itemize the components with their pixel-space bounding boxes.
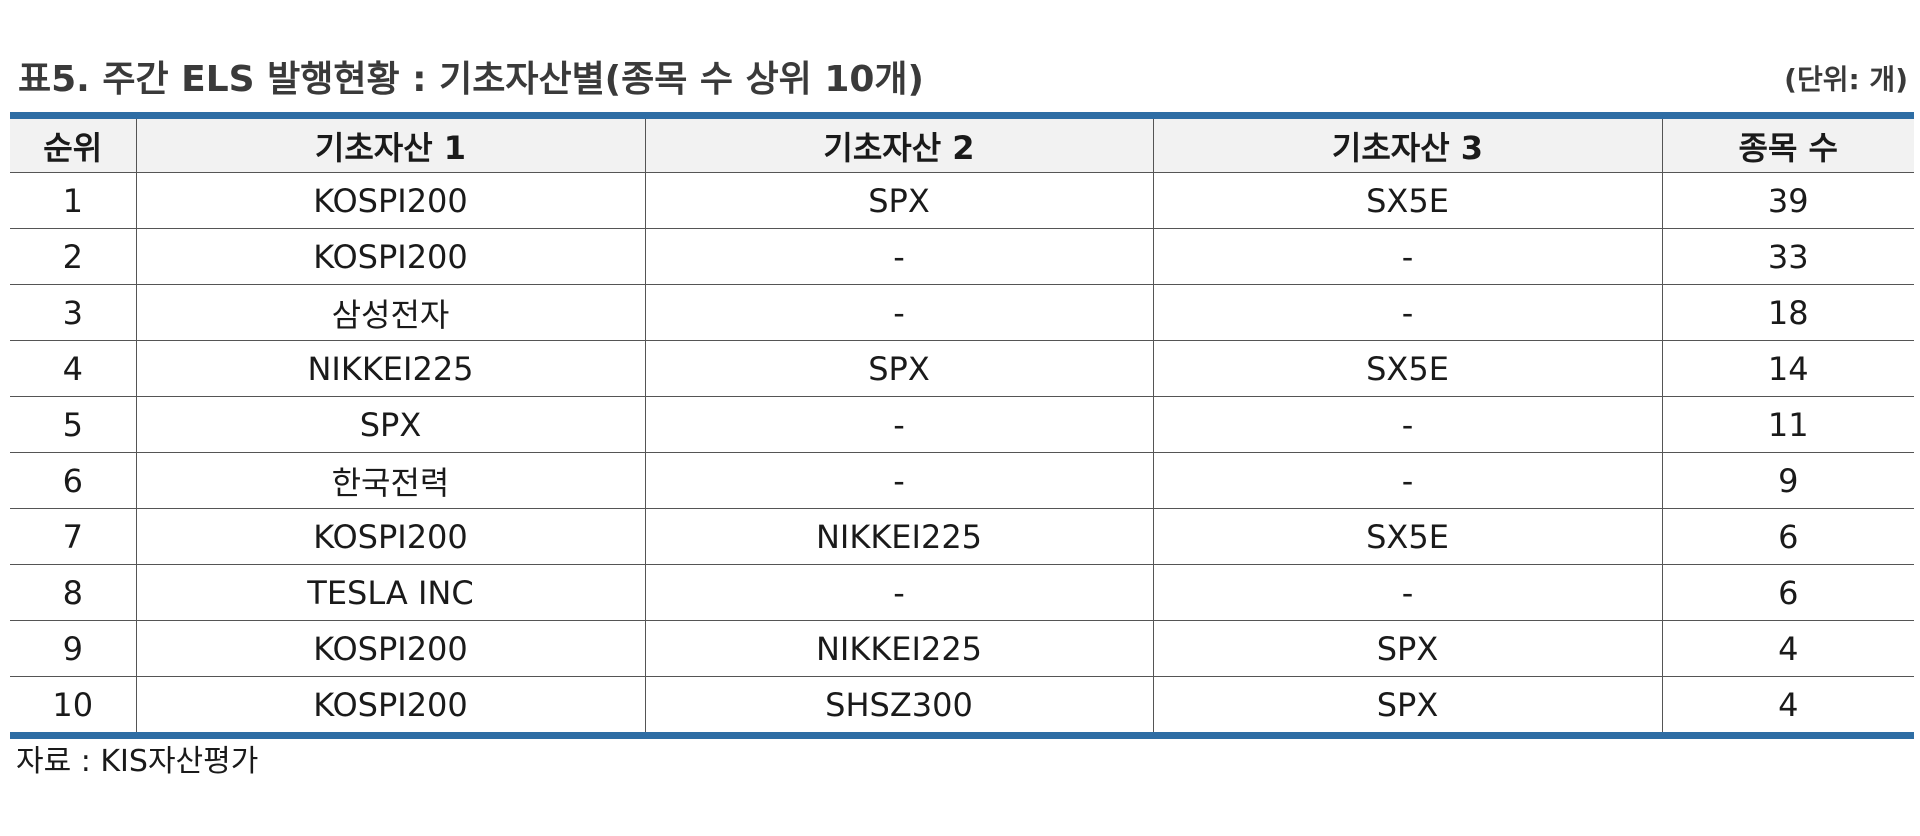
- header-rank: 순위: [10, 115, 136, 173]
- cell-underlying-2: NIKKEI225: [644, 508, 1153, 565]
- cell-count: 18: [1661, 284, 1914, 341]
- cell-underlying-2: SPX: [644, 172, 1153, 229]
- cell-underlying-3: SX5E: [1152, 172, 1662, 229]
- cell-underlying-2: -: [644, 452, 1153, 509]
- table-title: 표5. 주간 ELS 발행현황 : 기초자산별(종목 수 상위 10개): [18, 59, 925, 100]
- table-row: 2 KOSPI200 - - 33: [10, 228, 1914, 285]
- cell-underlying-1: KOSPI200: [135, 172, 645, 229]
- cell-underlying-3: -: [1152, 564, 1662, 621]
- cell-rank: 3: [10, 284, 136, 341]
- cell-rank: 1: [10, 172, 136, 229]
- cell-underlying-2: SHSZ300: [644, 676, 1153, 736]
- cell-underlying-2: NIKKEI225: [644, 620, 1153, 677]
- table-row: 3 삼성전자 - - 18: [10, 284, 1914, 341]
- header-count: 종목 수: [1661, 115, 1914, 173]
- cell-rank: 9: [10, 620, 136, 677]
- table-row: 10 KOSPI200 SHSZ300 SPX 4: [10, 676, 1914, 736]
- cell-underlying-3: -: [1152, 228, 1662, 285]
- cell-rank: 4: [10, 340, 136, 397]
- table-row: 9 KOSPI200 NIKKEI225 SPX 4: [10, 620, 1914, 677]
- table-row: 8 TESLA INC - - 6: [10, 564, 1914, 621]
- cell-rank: 5: [10, 396, 136, 453]
- cell-count: 9: [1661, 452, 1914, 509]
- cell-count: 6: [1661, 564, 1914, 621]
- cell-count: 39: [1661, 172, 1914, 229]
- cell-underlying-2: -: [644, 564, 1153, 621]
- cell-rank: 10: [52, 685, 94, 724]
- cell-underlying-1: 한국전력: [135, 452, 645, 509]
- cell-underlying-1: KOSPI200: [135, 228, 645, 285]
- cell-count: 14: [1661, 340, 1914, 397]
- table-row: 1 KOSPI200 SPX SX5E 39: [10, 172, 1914, 229]
- source-note: 자료 : KIS자산평가: [16, 744, 259, 779]
- header-underlying-3: 기초자산 3: [1152, 115, 1662, 173]
- cell-count: 6: [1661, 508, 1914, 565]
- cell-rank: 7: [10, 508, 136, 565]
- header-underlying-2: 기초자산 2: [644, 115, 1153, 173]
- cell-underlying-3: SX5E: [1152, 340, 1662, 397]
- cell-underlying-1: KOSPI200: [135, 676, 645, 736]
- cell-rank: 8: [10, 564, 136, 621]
- table-row: 6 한국전력 - - 9: [10, 452, 1914, 509]
- cell-underlying-2: -: [644, 228, 1153, 285]
- els-issuance-table: 순위 기초자산 1 기초자산 2 기초자산 3 종목 수 1 KOSPI200 …: [10, 112, 1914, 739]
- cell-rank: 6: [10, 452, 136, 509]
- cell-underlying-3: SPX: [1152, 620, 1662, 677]
- title-row: 표5. 주간 ELS 발행현황 : 기초자산별(종목 수 상위 10개) (단위…: [10, 52, 1914, 108]
- cell-underlying-3: SPX: [1152, 676, 1662, 736]
- cell-underlying-1: 삼성전자: [135, 284, 645, 341]
- cell-underlying-3: -: [1152, 284, 1662, 341]
- table-header-row: 순위 기초자산 1 기초자산 2 기초자산 3 종목 수: [10, 115, 1914, 173]
- cell-count: 11: [1661, 396, 1914, 453]
- cell-underlying-1: TESLA INC: [135, 564, 645, 621]
- cell-count: 4: [1661, 676, 1914, 736]
- table-row: 5 SPX - - 11: [10, 396, 1914, 453]
- cell-count: 4: [1661, 620, 1914, 677]
- unit-label: (단위: 개): [1784, 63, 1908, 96]
- cell-rank: 2: [10, 228, 136, 285]
- header-underlying-1: 기초자산 1: [135, 115, 645, 173]
- table-row: 7 KOSPI200 NIKKEI225 SX5E 6: [10, 508, 1914, 565]
- cell-underlying-1: KOSPI200: [135, 508, 645, 565]
- cell-underlying-2: -: [644, 396, 1153, 453]
- cell-count: 33: [1661, 228, 1914, 285]
- cell-underlying-3: -: [1152, 452, 1662, 509]
- cell-underlying-1: SPX: [135, 396, 645, 453]
- cell-underlying-2: -: [644, 284, 1153, 341]
- table-row: 4 NIKKEI225 SPX SX5E 14: [10, 340, 1914, 397]
- cell-underlying-1: KOSPI200: [135, 620, 645, 677]
- cell-underlying-3: -: [1152, 396, 1662, 453]
- cell-underlying-2: SPX: [644, 340, 1153, 397]
- cell-underlying-3: SX5E: [1152, 508, 1662, 565]
- cell-underlying-1: NIKKEI225: [135, 340, 645, 397]
